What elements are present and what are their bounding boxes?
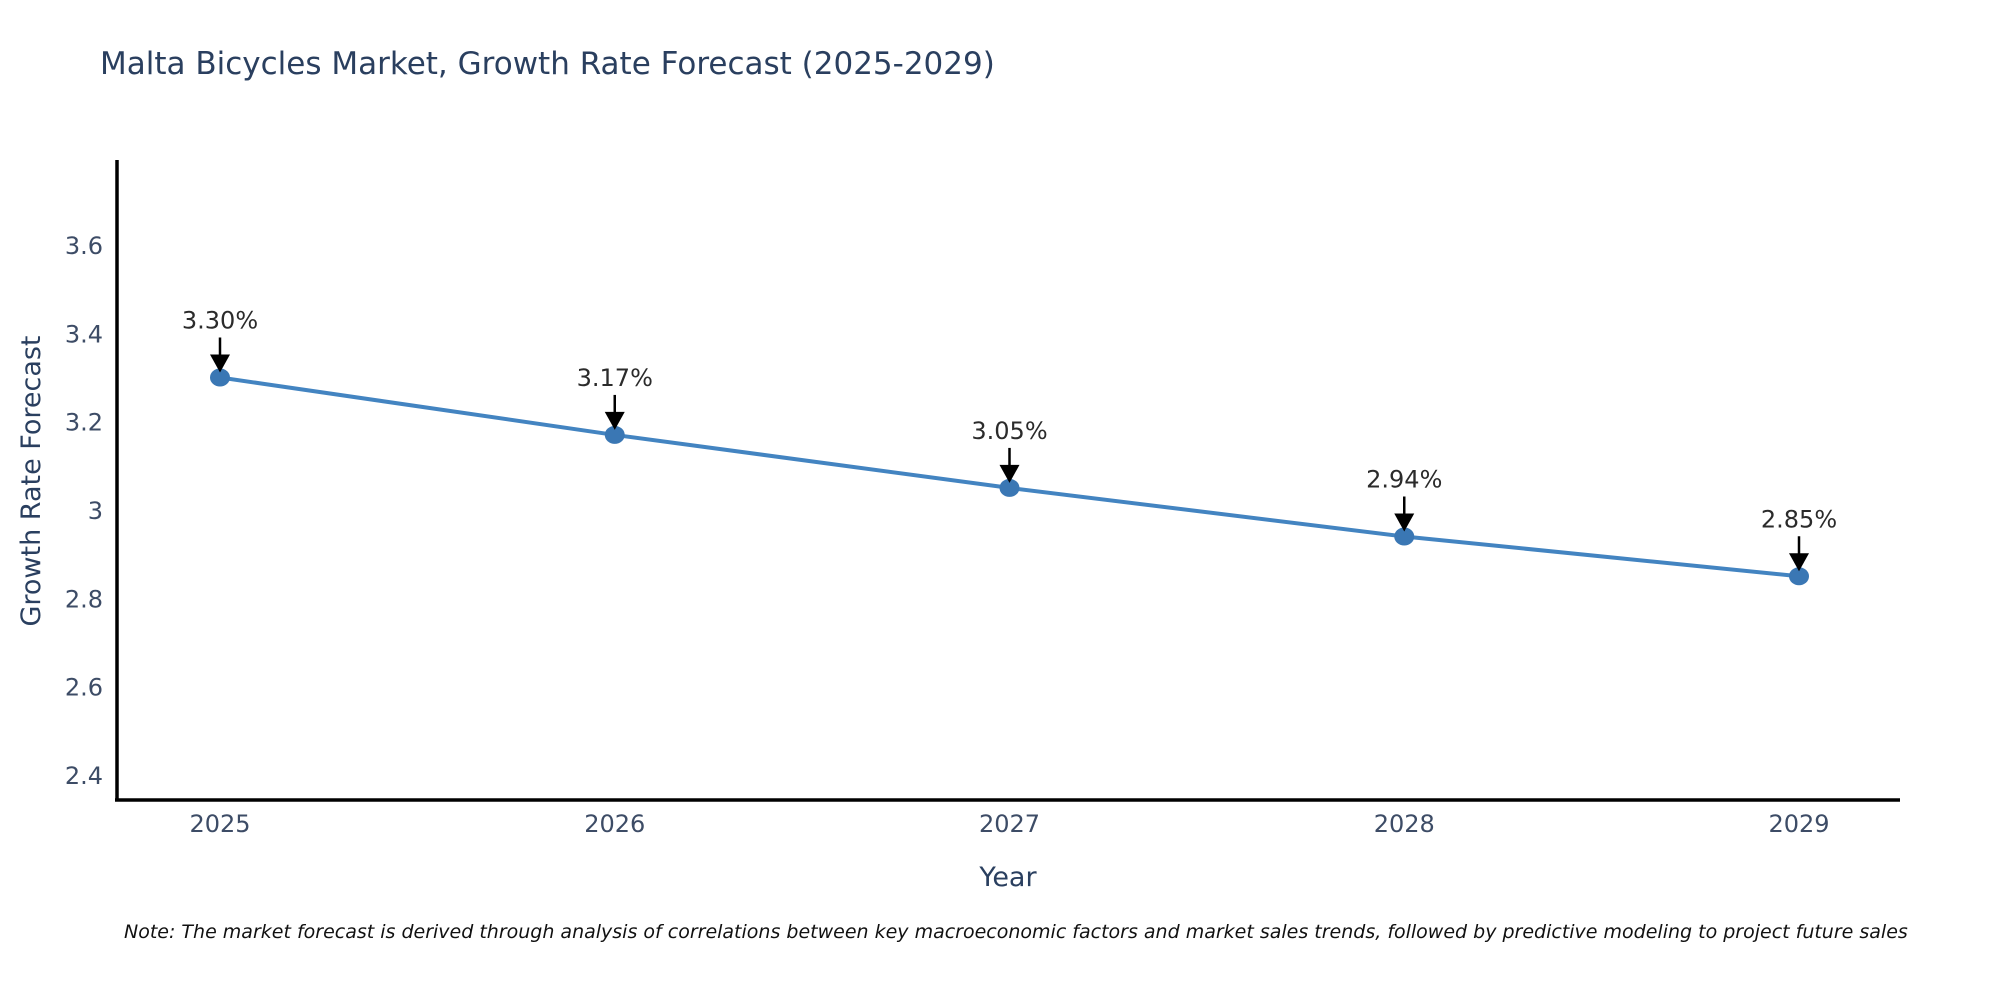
y-tick-label: 3.2 [65,409,103,437]
x-tick-label: 2027 [979,810,1040,838]
point-value-label: 2.94% [1366,466,1442,494]
footnote: Note: The market forecast is derived thr… [124,921,1908,943]
y-tick-label: 2.4 [65,762,103,790]
annotation-arrow-head [604,411,625,430]
y-tick-label: 2.8 [65,585,103,613]
annotation-arrow-head [210,354,230,373]
data-point [604,425,625,444]
x-tick-label: 2026 [584,810,645,838]
annotation-arrow-head [1789,553,1809,572]
point-value-label: 3.05% [971,417,1047,445]
data-point [1789,567,1809,586]
x-axis-title: Year [978,862,1037,893]
y-tick-label: 3 [88,497,103,525]
chart-title: Malta Bicycles Market, Growth Rate Forec… [100,46,995,82]
annotation-arrow-head [1394,513,1415,532]
y-tick-label: 3.4 [65,320,103,348]
x-tick-label: 2028 [1374,810,1435,838]
y-axis-title: Growth Rate Forecast [16,335,47,626]
data-point [210,368,230,387]
annotation-arrow-head [999,464,1020,483]
y-tick-label: 3.6 [65,232,103,260]
x-tick-label: 2025 [189,810,250,838]
point-value-label: 3.17% [577,364,653,392]
y-tick-label: 2.6 [65,674,103,702]
data-point [1394,527,1415,546]
data-point [999,478,1020,497]
x-tick-label: 2029 [1768,810,1829,838]
point-value-label: 2.85% [1761,505,1837,533]
point-value-label: 3.30% [182,307,258,335]
